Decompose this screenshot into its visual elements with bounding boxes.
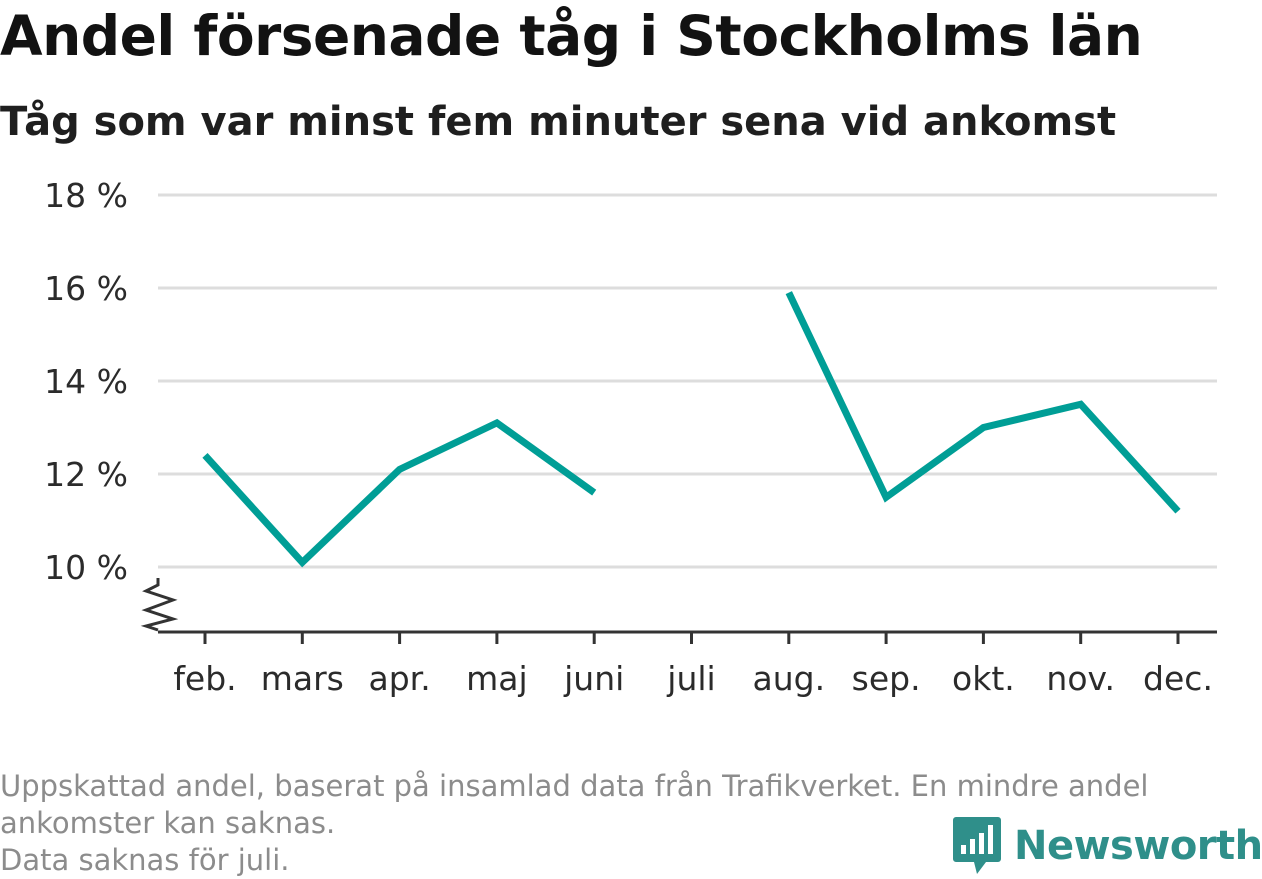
chart-subtitle: Tåg som var minst fem minuter sena vid a… bbox=[0, 99, 1117, 145]
y-tick-label: 12 % bbox=[44, 455, 128, 494]
chart-title: Andel försenade tåg i Stockholms län bbox=[0, 4, 1143, 68]
y-tick-label: 10 % bbox=[44, 548, 128, 587]
x-tick-label: sep. bbox=[852, 659, 921, 698]
x-tick-label: maj bbox=[466, 659, 528, 698]
x-axis-tick-labels: feb. mars apr. maj juni juli aug. sep. okt. nov. d… bbox=[173, 659, 1213, 698]
x-tick-label: nov. bbox=[1046, 659, 1115, 698]
y-tick-label: 16 % bbox=[44, 269, 128, 308]
logo-text: Newsworthy bbox=[1014, 823, 1262, 869]
newsworthy-logo: Newsworthy bbox=[952, 815, 1262, 877]
footnote-line: ankomster kan saknas. bbox=[0, 806, 336, 841]
footnote: Uppskattad andel, baserat på insamlad da… bbox=[0, 768, 1250, 879]
axis-break-icon bbox=[140, 578, 179, 632]
series-line-segment bbox=[785, 291, 1181, 514]
newsworthy-logo-icon bbox=[953, 817, 1001, 874]
x-tick-label: mars bbox=[261, 659, 344, 698]
y-axis-tick-labels: 10 % 12 % 14 % 16 % 18 % bbox=[44, 176, 128, 587]
footnote-line: Uppskattad andel, baserat på insamlad da… bbox=[0, 769, 1149, 803]
x-tick-label: dec. bbox=[1143, 659, 1213, 698]
y-tick-label: 14 % bbox=[44, 362, 128, 401]
x-tick-label: juni bbox=[563, 659, 624, 698]
series-line-segment bbox=[202, 418, 597, 568]
x-tick-label: juli bbox=[666, 659, 715, 698]
x-tick-label: aug. bbox=[753, 659, 826, 698]
x-tick-label: apr. bbox=[368, 659, 430, 698]
x-tick-label: feb. bbox=[173, 659, 236, 698]
line-chart: 10 % 12 % 14 % 16 % 18 % feb. mars apr. maj juni… bbox=[44, 176, 1217, 698]
x-tick-label: okt. bbox=[952, 659, 1015, 698]
y-tick-label: 18 % bbox=[44, 176, 128, 215]
series-lines bbox=[202, 291, 1181, 568]
gridlines bbox=[158, 193, 1217, 569]
x-axis bbox=[140, 578, 1217, 644]
footnote-line: Data saknas för juli. bbox=[0, 843, 290, 878]
